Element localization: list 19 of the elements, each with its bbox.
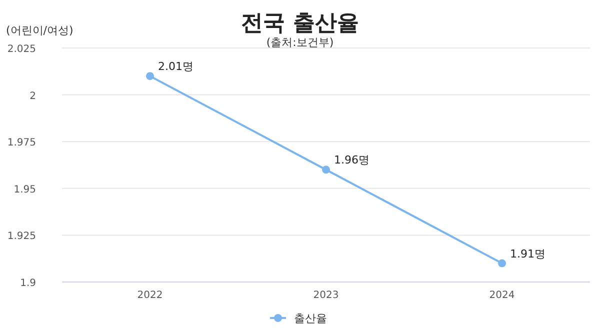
x-tick-label: 2024 bbox=[489, 290, 515, 301]
y-tick-label: 1.925 bbox=[7, 231, 36, 242]
y-tick-label: 1.975 bbox=[7, 138, 36, 149]
y-tick-label: 2 bbox=[30, 90, 36, 102]
data-label: 2.01명 bbox=[158, 60, 194, 74]
y-axis-title: (어린이/여성) bbox=[6, 24, 74, 37]
chart-subtitle: (출처:보건부) bbox=[266, 36, 334, 49]
x-tick-label: 2022 bbox=[137, 290, 163, 301]
y-tick-label: 1.95 bbox=[14, 184, 36, 196]
x-tick-label: 2023 bbox=[313, 290, 339, 301]
y-tick-label: 2.025 bbox=[7, 44, 36, 55]
data-label: 1.91명 bbox=[510, 247, 546, 260]
chart-title: 전국 출산율 bbox=[241, 11, 359, 36]
data-label: 1.96명 bbox=[334, 154, 370, 167]
point bbox=[322, 166, 330, 174]
point bbox=[146, 72, 154, 80]
y-tick-label: 1.9 bbox=[20, 278, 36, 289]
legend-label: 출산율 bbox=[294, 312, 327, 325]
point bbox=[498, 259, 506, 268]
